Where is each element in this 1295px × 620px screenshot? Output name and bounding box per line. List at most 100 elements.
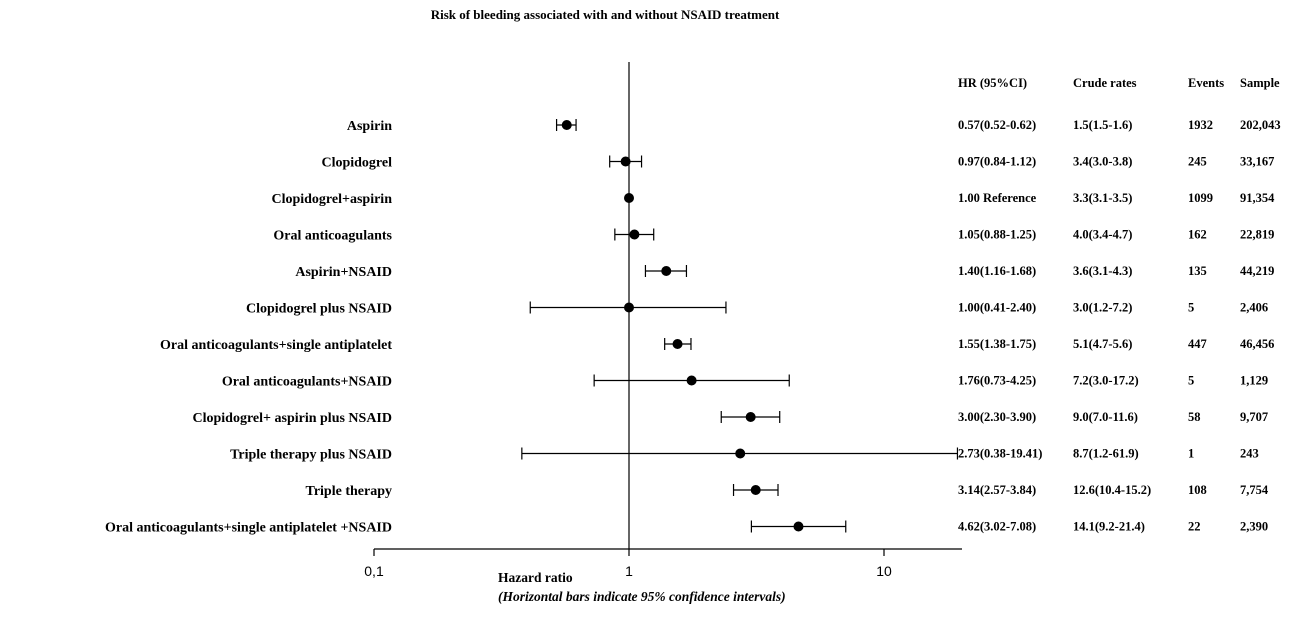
x-tick-label: 0,1 bbox=[364, 563, 384, 579]
forest-row-marks bbox=[555, 119, 577, 131]
events-cell: 1 bbox=[1188, 447, 1194, 461]
sample-cell: 44,219 bbox=[1240, 264, 1274, 278]
crude-rate-cell: 3.3(3.1-3.5) bbox=[1073, 191, 1132, 205]
hr-point bbox=[620, 156, 631, 167]
row-label: Oral anticoagulants bbox=[273, 229, 392, 244]
hr-point bbox=[672, 339, 683, 349]
crude-rate-cell: 3.0(1.2-7.2) bbox=[1073, 301, 1132, 315]
sample-cell: 243 bbox=[1240, 447, 1259, 461]
events-cell: 58 bbox=[1188, 410, 1201, 424]
crude-rate-cell: 4.0(3.4-4.7) bbox=[1073, 228, 1132, 242]
x-axis-ticks: 0,1 1 10 bbox=[364, 549, 892, 579]
hr-point bbox=[629, 229, 640, 240]
sample-cell: 2,406 bbox=[1240, 301, 1268, 315]
events-cell: 162 bbox=[1188, 228, 1207, 242]
sample-cell: 91,354 bbox=[1240, 191, 1275, 205]
column-header-crude-rates: Crude rates bbox=[1073, 76, 1137, 90]
hr-ci-cell: 3.00(2.30-3.90) bbox=[958, 410, 1036, 424]
column-header-hr: HR (95%CI) bbox=[958, 76, 1027, 90]
forest-row-marks bbox=[664, 338, 692, 350]
sample-cell: 2,390 bbox=[1240, 520, 1268, 534]
crude-rate-cell: 14.1(9.2-21.4) bbox=[1073, 520, 1145, 534]
sample-cell: 7,754 bbox=[1240, 483, 1269, 497]
hr-point bbox=[793, 521, 804, 532]
crude-rate-cell: 3.4(3.0-3.8) bbox=[1073, 155, 1132, 169]
events-cell: 108 bbox=[1188, 483, 1207, 497]
crude-rate-cell: 7.2(3.0-17.2) bbox=[1073, 374, 1139, 388]
forest-row-marks bbox=[644, 265, 688, 277]
sample-cell: 9,707 bbox=[1240, 410, 1268, 424]
row-labels: Aspirin Clopidogrel Clopidogrel+aspirin Ora… bbox=[105, 119, 393, 536]
hr-ci-cell: 1.55(1.38-1.75) bbox=[958, 337, 1036, 351]
hr-ci-cell: 0.97(0.84-1.12) bbox=[958, 155, 1036, 169]
forest-row-marks bbox=[732, 484, 779, 496]
row-label: Clopidogrel+ aspirin plus NSAID bbox=[193, 411, 393, 426]
forest-row-marks bbox=[609, 155, 643, 168]
crude-rate-cell: 8.7(1.2-61.9) bbox=[1073, 447, 1139, 461]
hr-point bbox=[686, 375, 697, 386]
events-cell: 5 bbox=[1188, 374, 1194, 388]
forest-row-marks bbox=[750, 520, 847, 533]
x-axis-label: Hazard ratio bbox=[498, 570, 573, 585]
forest-row-marks bbox=[521, 447, 959, 460]
row-label: Aspirin bbox=[347, 119, 392, 134]
hr-point bbox=[750, 485, 761, 495]
hr-ci-cell: 1.05(0.88-1.25) bbox=[958, 228, 1036, 242]
row-label: Triple therapy plus NSAID bbox=[230, 448, 392, 463]
events-cell: 22 bbox=[1188, 520, 1201, 534]
hr-ci-cell: 1.00(0.41-2.40) bbox=[958, 301, 1036, 315]
hr-point bbox=[624, 193, 634, 203]
forest-row-marks bbox=[593, 374, 790, 387]
column-header-sample: Sample bbox=[1240, 76, 1280, 90]
hr-ci-cell: 1.76(0.73-4.25) bbox=[958, 374, 1036, 388]
events-cell: 1099 bbox=[1188, 191, 1213, 205]
hr-point bbox=[745, 412, 756, 422]
events-cell: 1932 bbox=[1188, 118, 1213, 132]
sample-cell: 22,819 bbox=[1240, 228, 1274, 242]
row-label: Aspirin+NSAID bbox=[295, 265, 392, 280]
crude-rate-cell: 9.0(7.0-11.6) bbox=[1073, 410, 1138, 424]
hr-point bbox=[624, 302, 634, 313]
forest-row-marks bbox=[720, 411, 781, 423]
crude-rate-cell: 5.1(4.7-5.6) bbox=[1073, 337, 1132, 351]
hr-ci-cell: 3.14(2.57-3.84) bbox=[958, 483, 1036, 497]
hr-point bbox=[661, 266, 672, 276]
row-label: Clopidogrel plus NSAID bbox=[246, 302, 392, 317]
hr-ci-cell: 4.62(3.02-7.08) bbox=[958, 520, 1036, 534]
forest-marks bbox=[521, 119, 959, 533]
events-cell: 245 bbox=[1188, 155, 1207, 169]
events-cell: 447 bbox=[1188, 337, 1207, 351]
hr-ci-cell: 2.73(0.38-19.41) bbox=[958, 447, 1042, 461]
hr-point bbox=[735, 448, 746, 459]
sample-cell: 202,043 bbox=[1240, 118, 1281, 132]
row-label: Clopidogrel bbox=[321, 156, 392, 171]
column-header-events: Events bbox=[1188, 76, 1224, 90]
row-label: Triple therapy bbox=[306, 484, 392, 499]
events-cell: 135 bbox=[1188, 264, 1207, 278]
hr-ci-cell: 0.57(0.52-0.62) bbox=[958, 118, 1036, 132]
sample-cell: 46,456 bbox=[1240, 337, 1274, 351]
x-tick-label: 1 bbox=[625, 563, 633, 579]
data-table: 0.57(0.52-0.62) 1.5(1.5-1.6) 1932 202,043 0.… bbox=[958, 118, 1281, 534]
sample-cell: 1,129 bbox=[1240, 374, 1268, 388]
row-label: Oral anticoagulants+single antiplatelet bbox=[160, 338, 392, 353]
row-label: Oral anticoagulants+single antiplatelet … bbox=[105, 521, 392, 536]
forest-row-marks bbox=[624, 193, 634, 203]
sample-cell: 33,167 bbox=[1240, 155, 1274, 169]
hr-ci-cell: 1.00 Reference bbox=[958, 191, 1037, 205]
crude-rate-cell: 12.6(10.4-15.2) bbox=[1073, 483, 1151, 497]
x-tick-label: 10 bbox=[876, 563, 892, 579]
crude-rate-cell: 1.5(1.5-1.6) bbox=[1073, 118, 1132, 132]
row-label: Oral anticoagulants+NSAID bbox=[222, 375, 392, 390]
events-cell: 5 bbox=[1188, 301, 1194, 315]
forest-row-marks bbox=[529, 301, 727, 314]
x-axis-note: (Horizontal bars indicate 95% confidence… bbox=[498, 589, 786, 604]
chart-title: Risk of bleeding associated with and wit… bbox=[431, 7, 780, 22]
hr-point bbox=[561, 120, 572, 130]
column-headers: HR (95%CI) Crude rates Events Sample bbox=[958, 76, 1280, 90]
hr-ci-cell: 1.40(1.16-1.68) bbox=[958, 264, 1036, 278]
crude-rate-cell: 3.6(3.1-4.3) bbox=[1073, 264, 1132, 278]
row-label: Clopidogrel+aspirin bbox=[271, 192, 392, 207]
forest-row-marks bbox=[614, 228, 655, 241]
